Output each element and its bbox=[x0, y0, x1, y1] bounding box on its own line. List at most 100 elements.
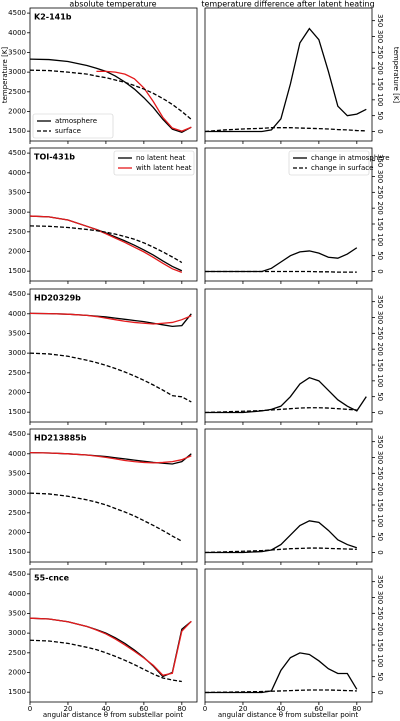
y-tick-label: 200 bbox=[376, 342, 384, 355]
plot-frame bbox=[29, 7, 198, 142]
y-tick-label: 0 bbox=[376, 129, 384, 133]
legend-label: with latent heat bbox=[136, 164, 192, 172]
x-tick-label: 60 bbox=[314, 705, 323, 713]
panel-label: HD20329b bbox=[34, 294, 81, 303]
y-tick-label: 3000 bbox=[8, 629, 26, 637]
y-tick-label: 4000 bbox=[8, 450, 26, 458]
y-tick-label: 2500 bbox=[8, 88, 26, 96]
data-line bbox=[205, 376, 367, 414]
y-tick-label: 150 bbox=[376, 358, 384, 371]
y-tick-label: 200 bbox=[376, 622, 384, 635]
y-tick-label: 2500 bbox=[8, 228, 26, 236]
y-tick-label: 2500 bbox=[8, 369, 26, 377]
y-tick-label: 2000 bbox=[8, 388, 26, 396]
x-tick-label: 80 bbox=[352, 705, 361, 713]
y-tick-label: 2000 bbox=[8, 528, 26, 536]
y-tick-label: 3000 bbox=[8, 208, 26, 216]
y-tick-label: 4500 bbox=[8, 430, 26, 438]
y-tick-label: 250 bbox=[376, 467, 384, 480]
x-tick-label: 60 bbox=[139, 705, 148, 713]
y-tick-label: 4500 bbox=[8, 570, 26, 578]
y-tick-label: 2000 bbox=[8, 668, 26, 676]
plot-frame bbox=[29, 288, 198, 423]
data-line bbox=[29, 617, 192, 678]
y-tick-label: 50 bbox=[376, 672, 384, 681]
panel-label: 55-cnce bbox=[34, 574, 70, 583]
column-title: temperature difference after latent heat… bbox=[201, 0, 374, 9]
y-tick-label: 4000 bbox=[8, 29, 26, 37]
y-tick-label: 250 bbox=[376, 46, 384, 59]
y-tick-label: 300 bbox=[376, 591, 384, 604]
data-line bbox=[29, 492, 183, 542]
y-tick-label: 4500 bbox=[8, 149, 26, 157]
y-tick-label: 4500 bbox=[8, 290, 26, 298]
y-tick-label: 0 bbox=[376, 269, 384, 273]
data-line bbox=[29, 312, 192, 328]
plot-frame bbox=[204, 288, 373, 423]
y-tick-label: 100 bbox=[376, 654, 384, 667]
y-tick-label: 350 bbox=[376, 435, 384, 448]
y-tick-label: 150 bbox=[376, 498, 384, 511]
y-tick-label: 250 bbox=[376, 607, 384, 620]
panel-label: TOI-431b bbox=[34, 153, 75, 162]
legend-box bbox=[113, 150, 195, 176]
data-line bbox=[29, 58, 192, 134]
plot-frame bbox=[204, 147, 373, 282]
plot-frame bbox=[29, 428, 198, 563]
y-tick-label: 0 bbox=[376, 550, 384, 554]
legend-label: atmosphere bbox=[55, 117, 97, 125]
data-line bbox=[29, 69, 192, 120]
data-line bbox=[29, 352, 192, 403]
y-tick-label: 1500 bbox=[8, 688, 26, 696]
legend-label: change in surface bbox=[311, 164, 373, 172]
data-line bbox=[29, 451, 192, 464]
y-tick-label: 1500 bbox=[8, 548, 26, 556]
panel-label: HD213885b bbox=[34, 434, 87, 443]
y-tick-label: 2500 bbox=[8, 649, 26, 657]
data-line bbox=[204, 127, 367, 133]
y-tick-label: 4000 bbox=[8, 310, 26, 318]
data-line bbox=[29, 617, 192, 676]
x-tick-label: 40 bbox=[101, 705, 110, 713]
y-tick-label: 0 bbox=[376, 690, 384, 694]
y-tick-label: 2000 bbox=[8, 107, 26, 115]
data-line bbox=[205, 270, 357, 273]
plot-frame bbox=[29, 147, 198, 282]
y-tick-label: 50 bbox=[376, 111, 384, 120]
x-tick-label: 80 bbox=[177, 705, 186, 713]
y-tick-label: 50 bbox=[376, 532, 384, 541]
y-tick-label: 100 bbox=[376, 514, 384, 527]
x-tick-label: 20 bbox=[63, 705, 72, 713]
legend-box bbox=[288, 150, 370, 176]
y-tick-label: 300 bbox=[376, 30, 384, 43]
y-tick-label: 100 bbox=[376, 93, 384, 106]
y-tick-label: 3000 bbox=[8, 489, 26, 497]
plot-frame bbox=[204, 428, 373, 563]
x-tick-label: 40 bbox=[276, 705, 285, 713]
y-tick-label: 300 bbox=[376, 451, 384, 464]
x-axis-label: angular distance θ from substellar point bbox=[43, 711, 183, 719]
plot-frame bbox=[29, 568, 198, 703]
y-tick-label: 3500 bbox=[8, 469, 26, 477]
data-line bbox=[29, 312, 192, 325]
data-line bbox=[205, 247, 358, 273]
data-line bbox=[29, 639, 182, 683]
y-tick-label: 300 bbox=[376, 311, 384, 324]
x-axis-label: angular distance θ from substellar point bbox=[218, 711, 358, 719]
y-tick-label: 350 bbox=[376, 154, 384, 167]
y-tick-label: 300 bbox=[376, 170, 384, 183]
y-tick-label: 2000 bbox=[8, 247, 26, 255]
panel-label: K2-141b bbox=[34, 13, 72, 22]
y-tick-label: 350 bbox=[376, 575, 384, 588]
legend-label: no latent heat bbox=[136, 154, 186, 162]
y-tick-label: 250 bbox=[376, 186, 384, 199]
y-tick-label: 50 bbox=[376, 392, 384, 401]
y-tick-label: 1500 bbox=[8, 408, 26, 416]
y-tick-label: 350 bbox=[376, 295, 384, 308]
legend-box bbox=[32, 113, 114, 139]
legend-label: change in atmosphere bbox=[311, 154, 390, 162]
y-tick-label: 4500 bbox=[8, 9, 26, 17]
y-tick-label: 3500 bbox=[8, 48, 26, 56]
y-axis-label: temperature [K] bbox=[1, 47, 9, 104]
